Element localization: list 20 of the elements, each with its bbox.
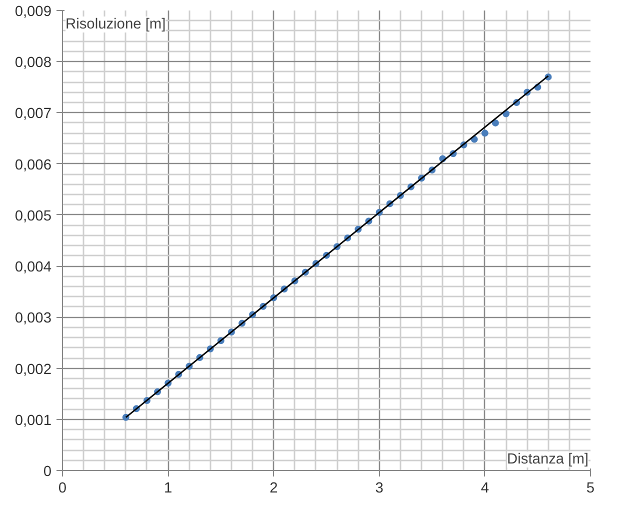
- y-axis-title: Risoluzione [m]: [66, 16, 166, 32]
- y-tick-label: 0,007: [14, 106, 52, 122]
- x-tick-label: 3: [375, 480, 384, 496]
- x-tick-label: 5: [586, 480, 595, 496]
- y-tick-label: 0,003: [14, 310, 52, 327]
- x-tick-label: 2: [270, 480, 278, 496]
- y-tick-label: 0,009: [14, 4, 52, 20]
- y-tick-label: 0,008: [14, 55, 52, 72]
- y-tick-label: 0,005: [14, 208, 52, 224]
- y-tick-label: 0: [43, 464, 52, 480]
- x-axis-title: Distanza [m]: [507, 452, 589, 468]
- point: [492, 119, 499, 126]
- x-tick-label: 0: [58, 480, 67, 496]
- point: [481, 130, 488, 137]
- y-tick-label: 0,004: [14, 260, 52, 276]
- y-tick-label: 0,001: [14, 412, 52, 429]
- y-tick-label: 0,006: [14, 157, 52, 174]
- x-tick-label: 1: [164, 480, 172, 496]
- y-tick-label: 0,002: [14, 362, 52, 378]
- x-tick-label: 4: [480, 480, 489, 496]
